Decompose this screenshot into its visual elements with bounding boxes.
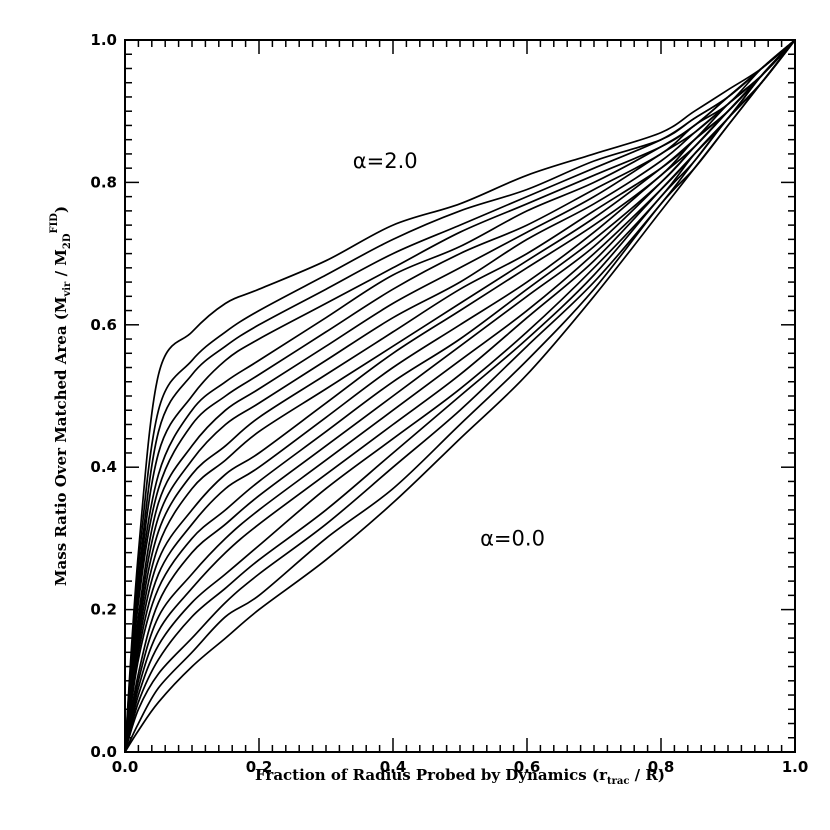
curve-11 — [124, 39, 796, 753]
x-axis-title-main: Fraction of Radius Probed by Dynamics (r — [255, 766, 608, 784]
x-tick-label: 1.0 — [782, 758, 809, 776]
x-axis-title-tail: / R) — [629, 766, 665, 784]
y-tick-label: 0.0 — [90, 743, 117, 761]
y-axis-title-tail: ) — [52, 206, 70, 213]
annotation-0: α=2.0 — [353, 149, 418, 173]
y-axis-title-sup: FID — [49, 213, 60, 234]
y-axis-title-sub1: vir — [62, 281, 73, 298]
curve-14 — [124, 39, 796, 753]
y-tick-label: 0.4 — [90, 458, 117, 476]
y-tick-label: 1.0 — [90, 31, 117, 49]
curve-1 — [124, 39, 796, 753]
y-tick-label: 0.8 — [90, 173, 117, 191]
curve-17 — [124, 39, 796, 753]
x-axis-title: Fraction of Radius Probed by Dynamics (r… — [255, 766, 665, 787]
x-tick-label: 0.4 — [380, 758, 407, 776]
y-axis-title-main: Mass Ratio Over Matched Area (M — [52, 297, 70, 587]
x-tick-label: 0.8 — [648, 758, 675, 776]
plot-frame — [124, 39, 796, 753]
curve-12 — [124, 39, 796, 753]
x-tick-label: 0.2 — [246, 758, 273, 776]
curves-group — [124, 39, 796, 753]
curve-20 — [124, 39, 796, 753]
y-axis-title-mid: / M — [52, 249, 70, 282]
curve-9 — [124, 39, 796, 753]
y-axis-title-sub2: 2D — [62, 233, 73, 249]
x-tick-label: 0.6 — [514, 758, 541, 776]
y-tick-label: 0.2 — [90, 601, 117, 619]
annotations-group: α=2.0 α=0.0 — [353, 149, 545, 550]
curve-6 — [124, 39, 796, 753]
y-tick-label: 0.6 — [90, 316, 117, 334]
x-tick-label: 0.0 — [112, 758, 139, 776]
tick-labels-group: 0.0 0.2 0.4 0.6 0.8 1.0 0.0 0.2 0.4 0.6 0.8 1.0 — [90, 31, 808, 776]
annotation-1: α=0.0 — [480, 527, 545, 551]
curve-3 — [124, 39, 796, 753]
x-axis-title-sub: trac — [607, 776, 629, 787]
curve-19 — [124, 39, 796, 753]
y-axis-title: Mass Ratio Over Matched Area (Mvir / M2D… — [49, 206, 73, 586]
